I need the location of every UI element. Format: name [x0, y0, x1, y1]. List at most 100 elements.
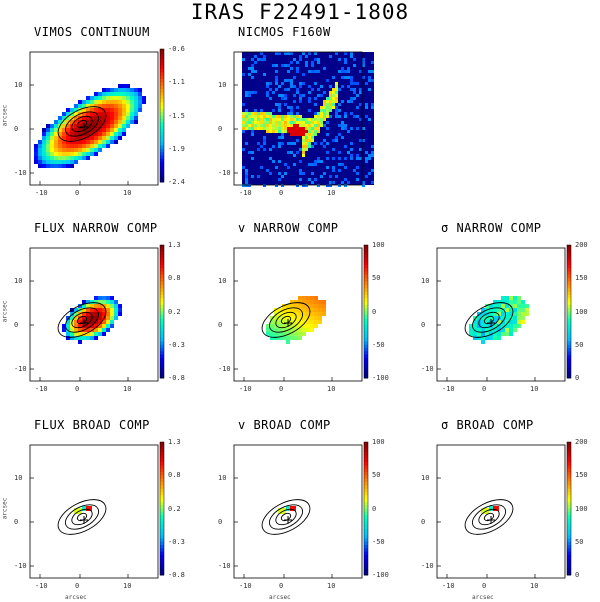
colorbar-label: -1.5 [168, 111, 185, 120]
colorbar-segment [567, 281, 571, 286]
colorbar-segment [364, 261, 368, 266]
colorbar-segment [160, 281, 164, 286]
colorbar-segment [364, 511, 368, 516]
colorbar-segment [160, 545, 164, 549]
colorbar-segment [160, 274, 164, 279]
colorbar-segment [567, 361, 571, 366]
colorbar-segment [160, 358, 164, 362]
colorbar-segment [567, 511, 571, 516]
y-tick-label: -10 [218, 169, 231, 177]
colorbar-segment [364, 568, 368, 573]
colorbar-segment [567, 348, 571, 352]
colorbar-segment [567, 488, 571, 493]
colorbar-segment [160, 571, 164, 576]
colorbar-segment [364, 565, 368, 569]
colorbar-segment [160, 95, 164, 100]
colorbar-segment [160, 294, 164, 299]
colorbar-label: 0.2 [168, 504, 181, 513]
colorbar-segment [567, 545, 571, 549]
colorbar-segment [567, 525, 571, 529]
contour-line [478, 311, 500, 329]
colorbar-segment [160, 538, 164, 543]
colorbar-segment [160, 344, 164, 349]
colorbar-segment [364, 491, 368, 496]
contour-line [57, 106, 107, 142]
colorbar-segment [160, 175, 164, 180]
panel-title: FLUX NARROW COMP [34, 221, 158, 235]
colorbar-segment [364, 528, 368, 533]
colorbar-label: 150 [575, 274, 588, 283]
colorbar-segment [567, 274, 571, 279]
colorbar-label: 50 [372, 471, 381, 480]
colorbar-segment [160, 351, 164, 356]
colorbar-segment [160, 58, 164, 63]
contour-line [64, 111, 100, 137]
colorbar-label: -0.8 [168, 571, 185, 579]
colorbar-segment [160, 461, 164, 466]
colorbar-segment [160, 288, 164, 293]
y-tick-label: -10 [421, 365, 434, 373]
colorbar-segment [567, 448, 571, 453]
colorbar-segment [567, 508, 571, 513]
colorbar-segment [567, 565, 571, 569]
x-axis-label: arcsec [65, 594, 87, 601]
colorbar-segment [364, 571, 368, 576]
colorbar-segment [364, 485, 368, 490]
colorbar-segment [567, 301, 571, 306]
x-tick-label: 10 [123, 582, 132, 590]
colorbar-segment [160, 261, 164, 266]
colorbar-segment [567, 324, 571, 329]
y-tick-label: 10 [421, 277, 430, 285]
colorbar-segment [160, 112, 164, 116]
colorbar-label: 100 [372, 241, 385, 249]
colorbar-segment [567, 531, 571, 536]
colorbar-segment [364, 541, 368, 546]
colorbar-segment [160, 308, 164, 312]
colorbar-segment [364, 458, 368, 463]
colorbar-label: 0 [372, 307, 377, 316]
colorbar-segment [160, 122, 164, 126]
x-tick-label: -10 [35, 582, 48, 590]
colorbar-segment [160, 168, 164, 173]
colorbar-segment [160, 531, 164, 536]
colorbar-segment [160, 311, 164, 316]
colorbar-segment [567, 478, 571, 483]
colorbar-segment [160, 152, 164, 156]
colorbar-segment [160, 271, 164, 276]
colorbar-segment [160, 254, 164, 259]
colorbar-segment [567, 354, 571, 359]
colorbar-segment [160, 172, 164, 176]
colorbar-segment [567, 258, 571, 263]
colorbar-segment [567, 351, 571, 356]
colorbar-segment [364, 291, 368, 296]
colorbar-segment [364, 442, 368, 446]
contour-line [471, 307, 507, 333]
colorbar-segment [160, 535, 164, 539]
colorbar-frame [159, 244, 165, 379]
colorbar-segment [364, 331, 368, 336]
colorbar-segment [364, 448, 368, 453]
colorbar-segment [567, 561, 571, 566]
x-tick-label: 10 [530, 582, 539, 590]
colorbar-segment [160, 115, 164, 120]
colorbar-segment [567, 278, 571, 283]
colorbar-segment [364, 535, 368, 539]
colorbar-segment [567, 471, 571, 476]
colorbar-segment [364, 274, 368, 279]
colorbar-segment [160, 338, 164, 342]
colorbar-segment [567, 555, 571, 559]
plot-frame [436, 247, 566, 382]
colorbar-segment [567, 248, 571, 253]
colorbar-segment [160, 485, 164, 490]
colorbar-segment [567, 518, 571, 523]
colorbar-segment [364, 278, 368, 283]
y-tick-label: 10 [218, 81, 227, 89]
colorbar-label: 100 [372, 438, 385, 446]
colorbar-segment [160, 555, 164, 559]
colorbar-segment [160, 251, 164, 256]
colorbar-segment [567, 298, 571, 303]
x-tick-label: -10 [239, 582, 252, 590]
colorbar-segment [160, 455, 164, 460]
colorbar-segment [567, 505, 571, 509]
